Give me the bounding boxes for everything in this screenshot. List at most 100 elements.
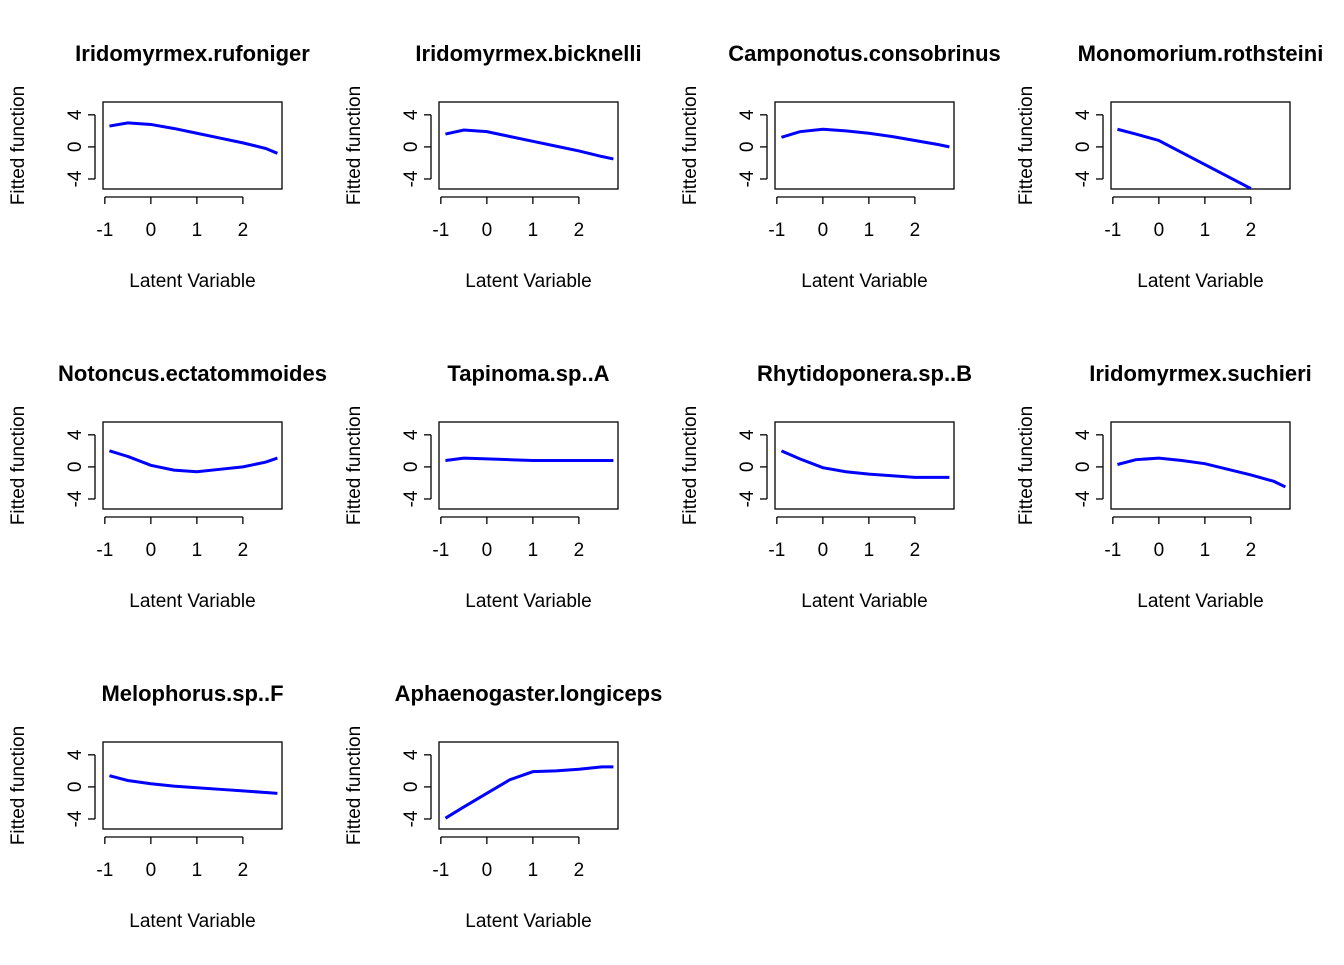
panel: Iridomyrmex.suchieri -1 0 1 2 -4 0 4 Latent Vari…: [1016, 361, 1312, 612]
plot-area: [781, 127, 950, 149]
panel-title: Melophorus.sp..F: [101, 681, 283, 706]
panel-title: Aphaenogaster.longiceps: [395, 681, 663, 706]
panel: Tapinoma.sp..A -1 0 1 2 -4 0 4 Latent Variable Fi…: [344, 361, 619, 612]
y-tick-label: -4: [1073, 170, 1094, 187]
y-tick-label: -4: [65, 810, 86, 827]
x-tick-label: 2: [1246, 540, 1257, 561]
x-axis-label: Latent Variable: [465, 271, 591, 292]
x-tick-label: 0: [146, 540, 157, 561]
fitted-line: [109, 121, 278, 155]
plot-box: [102, 741, 283, 830]
panel: Notoncus.ectatommoides -1 0 1 2 -4 0 4 Latent Va…: [8, 361, 327, 612]
x-tick-label: -1: [432, 860, 449, 881]
x-tick-label: 0: [818, 540, 829, 561]
y-axis-label: Fitted function: [8, 86, 29, 205]
x-axis-label: Latent Variable: [129, 271, 255, 292]
y-tick-label: 0: [65, 142, 86, 153]
x-tick-label: 2: [574, 860, 585, 881]
x-axis-label: Latent Variable: [465, 911, 591, 932]
x-axis-label: Latent Variable: [1137, 271, 1263, 292]
x-tick-label: 1: [1200, 540, 1211, 561]
y-tick-label: -4: [65, 170, 86, 187]
y-tick-label: 0: [401, 142, 422, 153]
panel-title: Iridomyrmex.rufoniger: [75, 41, 310, 66]
x-tick-label: 0: [482, 540, 493, 561]
fitted-line: [445, 456, 614, 462]
plot-area: [109, 774, 278, 795]
panel: Camponotus.consobrinus -1 0 1 2 -4 0 4 Latent Va…: [680, 41, 1001, 292]
x-tick-label: 1: [528, 220, 539, 241]
x-tick-label: 0: [146, 860, 157, 881]
panel: Rhytidoponera.sp..B -1 0 1 2 -4 0 4 Latent Varia…: [680, 361, 972, 612]
y-axis-label: Fitted function: [8, 406, 29, 525]
x-axis-label: Latent Variable: [129, 591, 255, 612]
plot-area: [1117, 456, 1287, 489]
y-tick-label: 4: [401, 749, 422, 760]
y-tick-label: 4: [737, 429, 758, 440]
y-tick-label: 0: [65, 462, 86, 473]
panel-title: Iridomyrmex.suchieri: [1089, 361, 1312, 386]
y-tick-label: -4: [401, 170, 422, 187]
y-tick-label: 0: [1073, 462, 1094, 473]
fitted-line: [109, 774, 278, 795]
x-tick-label: -1: [96, 860, 113, 881]
y-axis-label: Fitted function: [344, 86, 365, 205]
fitted-line: [445, 128, 614, 161]
plot-area: [444, 765, 614, 820]
y-tick-label: -4: [401, 810, 422, 827]
x-tick-label: 1: [192, 540, 203, 561]
y-tick-label: 4: [401, 109, 422, 120]
x-axis-label: Latent Variable: [129, 911, 255, 932]
x-tick-label: 0: [1154, 220, 1165, 241]
y-tick-label: 0: [737, 462, 758, 473]
x-tick-label: 1: [528, 540, 539, 561]
fitted-line: [109, 449, 278, 474]
y-tick-label: -4: [737, 490, 758, 507]
panel: Melophorus.sp..F -1 0 1 2 -4 0 4 Latent Variable…: [8, 681, 284, 932]
plot-box: [438, 741, 619, 830]
plot-area: [445, 128, 614, 161]
plot-box: [1110, 421, 1291, 510]
x-tick-label: 2: [574, 540, 585, 561]
x-tick-label: 2: [238, 860, 249, 881]
plot-area: [109, 449, 278, 474]
x-tick-label: 0: [146, 220, 157, 241]
y-tick-label: 4: [1073, 109, 1094, 120]
panel: Aphaenogaster.longiceps -1 0 1 2 -4 0 4 Latent V…: [344, 681, 662, 932]
plot-box: [774, 421, 955, 510]
y-tick-label: -4: [65, 490, 86, 507]
y-axis-label: Fitted function: [344, 726, 365, 845]
x-tick-label: -1: [768, 540, 785, 561]
x-axis-label: Latent Variable: [801, 271, 927, 292]
y-axis-label: Fitted function: [1016, 86, 1037, 205]
y-tick-label: 4: [401, 429, 422, 440]
x-tick-label: 1: [864, 540, 875, 561]
panel: Iridomyrmex.bicknelli -1 0 1 2 -4 0 4 Latent Var…: [344, 41, 642, 292]
x-tick-label: 0: [1154, 540, 1165, 561]
y-tick-label: 0: [737, 142, 758, 153]
x-tick-label: 1: [528, 860, 539, 881]
x-tick-label: 0: [482, 220, 493, 241]
x-tick-label: -1: [96, 220, 113, 241]
y-tick-label: -4: [1073, 490, 1094, 507]
panel-title: Camponotus.consobrinus: [728, 41, 1001, 66]
panel-title: Rhytidoponera.sp..B: [757, 361, 972, 386]
y-axis-label: Fitted function: [680, 406, 701, 525]
x-tick-label: 1: [192, 220, 203, 241]
x-axis-label: Latent Variable: [801, 591, 927, 612]
x-tick-label: 0: [818, 220, 829, 241]
y-tick-label: -4: [737, 170, 758, 187]
y-tick-label: 0: [401, 782, 422, 793]
y-tick-label: 4: [65, 109, 86, 120]
panel-title: Iridomyrmex.bicknelli: [415, 41, 641, 66]
x-tick-label: 2: [1246, 220, 1257, 241]
plot-area: [445, 456, 614, 462]
plot-box: [102, 101, 283, 190]
x-tick-label: 2: [238, 540, 249, 561]
panel-title: Tapinoma.sp..A: [447, 361, 609, 386]
y-tick-label: 0: [65, 782, 86, 793]
x-tick-label: 2: [238, 220, 249, 241]
x-tick-label: -1: [1104, 540, 1121, 561]
x-tick-label: -1: [432, 540, 449, 561]
